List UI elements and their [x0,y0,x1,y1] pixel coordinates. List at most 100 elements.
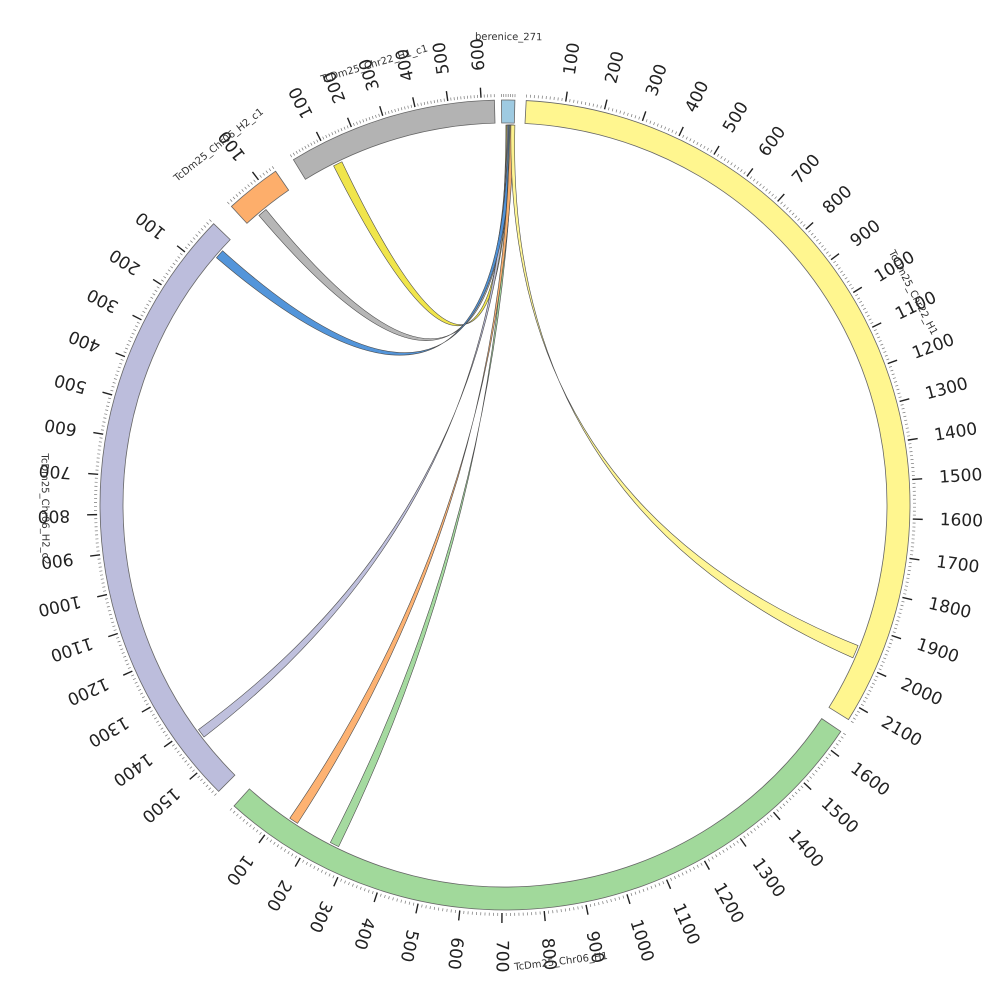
minor-tick [759,183,762,187]
major-tick [141,706,151,713]
minor-tick [883,351,887,353]
minor-tick [375,114,377,118]
minor-tick [295,150,298,154]
minor-tick [733,842,736,846]
minor-tick [313,865,316,869]
tick-label: 900 [40,548,75,572]
minor-tick [907,435,911,437]
minor-tick [806,779,810,782]
minor-tick [100,578,104,580]
minor-tick [619,110,622,114]
minor-tick [723,158,726,161]
minor-tick [115,374,119,376]
minor-tick [821,245,824,248]
minor-tick [630,892,633,897]
minor-tick [677,874,680,878]
minor-tick [893,627,897,630]
minor-tick [840,736,844,739]
minor-tick [112,625,116,628]
minor-tick [241,189,244,192]
tick-label: 500 [719,98,753,136]
minor-tick [151,713,155,716]
minor-tick [127,667,131,669]
major-tick [152,278,162,286]
minor-tick [623,111,625,115]
minor-tick [717,153,720,157]
minor-tick [779,806,783,810]
major-tick [912,478,923,481]
minor-tick [110,617,114,620]
tick-label: 1500 [817,794,862,838]
minor-tick [298,149,301,153]
minor-tick [259,832,262,835]
minor-tick [897,616,901,618]
minor-tick [809,776,812,779]
minor-tick [864,311,868,314]
minor-tick [140,314,144,317]
minor-tick [881,661,885,663]
minor-tick [132,678,136,681]
minor-tick [706,147,709,151]
tick-label: 1400 [933,419,979,446]
tick-label: 500 [52,369,89,397]
minor-tick [365,118,368,122]
minor-tick [753,828,756,831]
minor-tick [887,646,891,649]
minor-tick [905,581,909,583]
tick-label: 1000 [36,591,83,620]
minor-tick [890,638,894,641]
minor-tick [363,888,366,892]
minor-tick [815,238,819,242]
tick-label: 1300 [85,712,132,751]
tick-label: 1500 [939,465,983,488]
minor-tick [610,898,612,903]
minor-tick [822,760,826,763]
minor-tick [860,703,864,706]
major-tick [891,634,902,640]
major-tick [90,554,101,557]
minor-tick [302,859,305,863]
minor-tick [433,906,436,910]
minor-tick [800,221,803,224]
tick-label: 1600 [847,759,894,801]
minor-tick [232,810,236,814]
minor-tick [835,743,839,746]
minor-tick [238,191,242,195]
minor-tick [343,126,346,130]
minor-tick [746,833,750,837]
minor-tick [427,101,429,105]
minor-tick [271,166,275,169]
minor-tick [842,273,846,277]
minor-tick [344,880,346,884]
minor-tick [404,106,406,110]
minor-tick [828,753,832,756]
major-tick [479,87,482,98]
minor-tick [412,902,415,906]
minor-tick [266,837,269,840]
minor-tick [134,681,138,684]
minor-tick [156,286,160,289]
minor-tick [868,689,872,692]
minor-tick [614,897,616,901]
minor-tick [410,104,413,108]
major-tick [678,126,684,137]
minor-tick [384,894,386,899]
minor-tick [835,264,839,267]
minor-tick [710,149,713,153]
minor-tick [253,179,256,183]
major-tick [189,772,198,780]
minor-tick [903,415,907,418]
minor-tick [176,750,180,753]
minor-tick [430,100,432,104]
minor-tick [179,253,183,256]
minor-tick [101,425,105,427]
tick-label: 600 [467,38,489,72]
minor-tick [245,821,249,825]
tick-label: 1000 [625,917,657,964]
minor-tick [875,675,879,678]
minor-tick [736,840,739,844]
minor-tick [692,140,695,144]
minor-tick [898,612,902,614]
link-chr22_h1 [510,124,859,659]
